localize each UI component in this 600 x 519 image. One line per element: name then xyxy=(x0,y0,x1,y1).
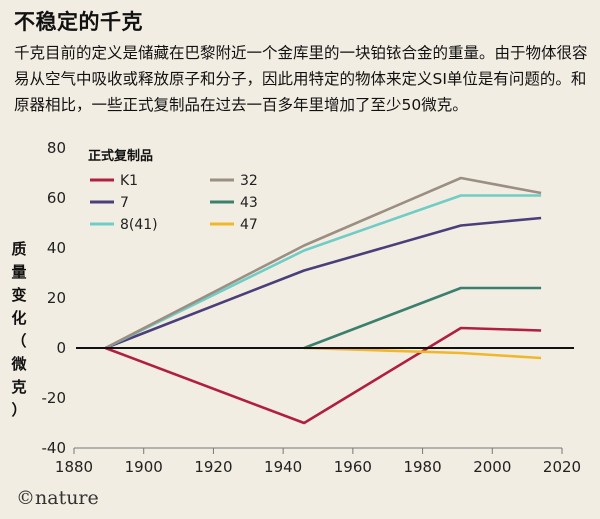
x-tick-label: 1980 xyxy=(403,458,441,476)
x-tick-label: 1880 xyxy=(55,458,93,476)
x-tick-label: 1960 xyxy=(334,458,372,476)
legend-label: K1 xyxy=(120,173,138,189)
y-axis-label-char: ） xyxy=(11,401,27,419)
y-tick-label: 80 xyxy=(47,139,66,157)
x-tick-label: 2000 xyxy=(473,458,511,476)
legend-label: 8(41) xyxy=(120,217,158,233)
y-axis-label-char: 量 xyxy=(11,263,27,281)
series-layer xyxy=(104,176,542,425)
x-tick-label: 1940 xyxy=(264,458,302,476)
legend-label: 32 xyxy=(240,173,258,189)
chart-description: 千克目前的定义是储藏在巴黎附近一个金库里的一块铂铱合金的重量。由于物体很容易从空… xyxy=(14,44,588,114)
legend-label: 43 xyxy=(240,195,258,211)
y-axis-label-char: （ xyxy=(11,332,27,350)
series-line-8(41) xyxy=(104,194,542,350)
y-tick-label: 20 xyxy=(47,289,66,307)
series-line-32 xyxy=(104,176,542,350)
y-axis-label: 质量变化 （ 微克 ） xyxy=(10,238,28,422)
y-axis-label-char: 变 xyxy=(11,286,27,304)
y-axis-label-char: 微 xyxy=(11,355,27,373)
y-tick-label: 0 xyxy=(56,339,66,357)
x-tick-label: 1900 xyxy=(125,458,163,476)
legend-label: 7 xyxy=(120,195,129,211)
legend: 正式复制品 K1 7 8(41) 32 43 47 xyxy=(88,148,258,233)
nature-credit: ©nature xyxy=(16,487,99,509)
series-line-K1 xyxy=(104,326,542,425)
series-line-43 xyxy=(303,286,542,350)
y-axis-label-char: 克 xyxy=(11,378,27,396)
y-tick-label: 60 xyxy=(47,189,66,207)
series-line-7 xyxy=(104,216,542,350)
x-tick-label: 2020 xyxy=(543,458,581,476)
y-tick-label: 40 xyxy=(47,239,66,257)
chart-title: 不稳定的千克 xyxy=(14,10,143,34)
axis-layer: 1880 1900 1920 1940 1960 1980 2000 2020 -40 -20 0 2… xyxy=(42,139,582,476)
legend-label: 47 xyxy=(240,217,258,233)
x-tick-label: 1920 xyxy=(194,458,232,476)
y-axis-label-char: 质 xyxy=(11,240,27,258)
legend-title: 正式复制品 xyxy=(88,148,153,164)
y-axis-label-char: 化 xyxy=(11,309,27,327)
y-tick-label: -20 xyxy=(42,389,67,407)
y-tick-label: -40 xyxy=(42,439,67,457)
series-line-47 xyxy=(304,346,542,360)
